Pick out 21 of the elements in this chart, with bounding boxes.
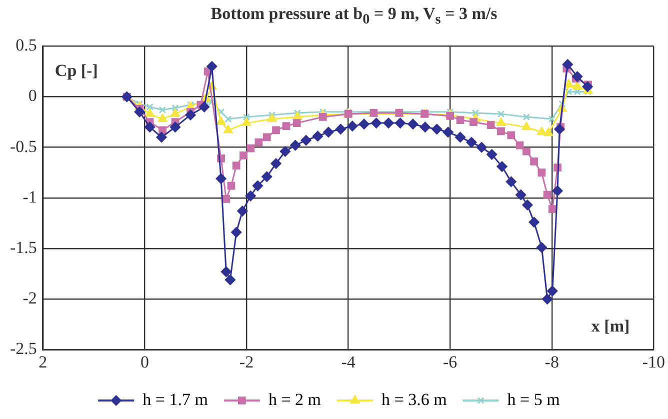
x-tick-label: -10 [642, 352, 666, 372]
y-tick-label: -1 [22, 187, 37, 206]
y-tick-label: 0 [28, 86, 37, 106]
x-tick-label: -4 [341, 352, 356, 372]
legend-label: h = 2 m [268, 390, 321, 409]
legend-label: h = 3.6 m [382, 390, 447, 409]
y-tick-label: -2.5 [10, 339, 37, 358]
y-tick-label: 0.5 [16, 36, 37, 55]
x-tick-label: 0 [140, 352, 149, 372]
x-tick-label: 2 [38, 352, 48, 372]
y-tick-label: -2 [22, 288, 37, 308]
legend-label: h = 5 m [507, 390, 560, 409]
legend-label: h = 1.7 m [142, 390, 208, 409]
x-tick-label: -6 [442, 352, 458, 372]
y-axis-title: Cp [-] [54, 60, 98, 80]
y-tick-label: -1.5 [10, 238, 37, 257]
x-tick-label: -8 [544, 352, 559, 372]
chart-title: Bottom pressure at b$_{0}$ = 9 m, V$_{s}$ = 3 m/s [210, 3, 498, 30]
y-tick-label: -0.5 [10, 136, 37, 156]
x-tick-label: -2 [239, 352, 254, 372]
x-axis-title: x [m] [591, 316, 630, 336]
